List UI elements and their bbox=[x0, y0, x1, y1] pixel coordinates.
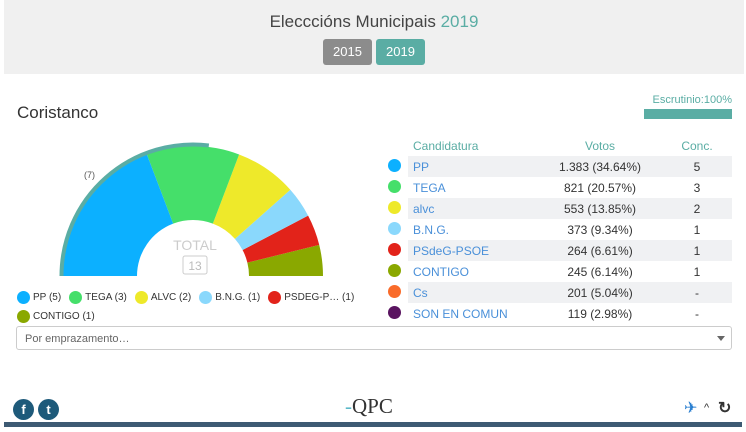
legend-item[interactable]: ALVC (2) bbox=[134, 290, 192, 304]
party-color-dot bbox=[387, 305, 401, 319]
legend-label: PSDEG-P… (1) bbox=[284, 291, 355, 303]
page-title: Elecccións Municipais 2019 bbox=[4, 12, 744, 32]
legend-label: PP (5) bbox=[33, 291, 62, 303]
party-seats: - bbox=[662, 282, 732, 303]
galicia-flag-icon[interactable]: ✈ bbox=[684, 400, 698, 417]
refresh-icon[interactable]: ↻ bbox=[718, 400, 732, 417]
facebook-icon[interactable]: f bbox=[13, 399, 34, 420]
legend-label: TEGA (3) bbox=[85, 291, 127, 303]
table-row: CONTIGO 245 (6.14%) 1 bbox=[380, 261, 732, 282]
party-name[interactable]: PSdeG-PSOE bbox=[408, 240, 538, 261]
party-votes: 1.383 (34.64%) bbox=[538, 156, 662, 177]
seat-segment-contigo[interactable] bbox=[247, 244, 323, 276]
col-seats: Conc. bbox=[681, 139, 713, 153]
party-name[interactable]: TEGA bbox=[408, 177, 538, 198]
legend-dot bbox=[268, 290, 282, 304]
chevron-up-icon[interactable]: ^ bbox=[704, 402, 710, 414]
year-selector: 2015 2019 bbox=[4, 39, 744, 65]
seat-segment-alvc[interactable] bbox=[212, 154, 291, 239]
total-value: 13 bbox=[188, 259, 202, 273]
party-color-dot bbox=[387, 158, 401, 172]
party-seats: 2 bbox=[662, 198, 732, 219]
party-votes: 245 (6.14%) bbox=[538, 261, 662, 282]
party-name[interactable]: alvc bbox=[408, 198, 538, 219]
chevron-down-icon bbox=[717, 336, 725, 341]
legend-item[interactable]: PSDEG-P… (1) bbox=[268, 290, 354, 304]
table-header: Candidatura Votos Conc. bbox=[380, 136, 732, 156]
party-votes: 264 (6.61%) bbox=[538, 240, 662, 261]
table-row: PSdeG-PSOE 264 (6.61%) 1 bbox=[380, 240, 732, 261]
year-button-2015[interactable]: 2015 bbox=[323, 39, 372, 65]
year-button-2019[interactable]: 2019 bbox=[376, 39, 425, 65]
legend-label: B.N.G. (1) bbox=[215, 291, 261, 303]
party-votes: 821 (20.57%) bbox=[538, 177, 662, 198]
party-seats: 5 bbox=[662, 156, 732, 177]
seat-segment-pp[interactable] bbox=[63, 154, 174, 276]
legend-label: ALVC (2) bbox=[150, 291, 192, 303]
party-name[interactable]: CONTIGO bbox=[408, 261, 538, 282]
qpc-logo: -QPC bbox=[345, 394, 393, 418]
legend-label: CONTIGO (1) bbox=[33, 310, 95, 322]
party-color-dot bbox=[387, 179, 401, 193]
scrutiny-progress bbox=[644, 109, 732, 119]
col-party: Candidatura bbox=[413, 139, 479, 153]
party-seats: 1 bbox=[662, 219, 732, 240]
municipality-name: Coristanco bbox=[17, 103, 99, 122]
footer-divider bbox=[4, 422, 742, 427]
legend-dot bbox=[17, 290, 30, 304]
table-row: Cs 201 (5.04%) - bbox=[380, 282, 732, 303]
party-name[interactable]: B.N.G. bbox=[408, 219, 538, 240]
party-color-dot bbox=[387, 200, 401, 214]
table-row: TEGA 821 (20.57%) 3 bbox=[380, 177, 732, 198]
scrutiny-progress-fill bbox=[644, 109, 732, 119]
party-color-dot bbox=[387, 221, 401, 235]
chart-legend: PP (5) TEGA (3) ALVC (2) B.N.G. (1) PSDEG-P…… bbox=[17, 290, 377, 323]
table-row: alvc 553 (13.85%) 2 bbox=[380, 198, 732, 219]
legend-dot bbox=[69, 290, 83, 304]
party-name[interactable]: SON EN COMUN bbox=[408, 303, 538, 324]
legend-item[interactable]: PP (5) bbox=[17, 290, 61, 304]
total-label: TOTAL bbox=[173, 237, 217, 253]
majority-label: (7) bbox=[84, 170, 95, 180]
table-row: SON EN COMUN 119 (2.98%) - bbox=[380, 303, 732, 324]
seat-segment-tega[interactable] bbox=[146, 146, 240, 224]
legend-item[interactable]: TEGA (3) bbox=[69, 290, 127, 304]
legend-item[interactable]: CONTIGO (1) bbox=[17, 309, 95, 323]
party-seats: - bbox=[662, 303, 732, 324]
party-color-dot bbox=[387, 242, 401, 256]
location-select[interactable]: Por emprazamento… bbox=[16, 326, 732, 350]
legend-dot bbox=[17, 309, 30, 323]
legend-dot bbox=[134, 290, 148, 304]
twitter-icon[interactable]: t bbox=[38, 399, 59, 420]
table-row: B.N.G. 373 (9.34%) 1 bbox=[380, 219, 732, 240]
legend-dot bbox=[199, 290, 213, 304]
hemicycle-chart: (7) TOTAL 13 bbox=[59, 142, 323, 277]
party-seats: 3 bbox=[662, 177, 732, 198]
location-select-placeholder: Por emprazamento… bbox=[25, 333, 130, 345]
results-table: Candidatura Votos Conc. PP 1.383 (34.64%)… bbox=[380, 136, 732, 324]
party-color-dot bbox=[387, 263, 401, 277]
party-votes: 201 (5.04%) bbox=[538, 282, 662, 303]
col-votes: Votos bbox=[584, 139, 616, 153]
party-name[interactable]: PP bbox=[408, 156, 538, 177]
party-name[interactable]: Cs bbox=[408, 282, 538, 303]
seat-segment-psdeg-psoe[interactable] bbox=[242, 215, 320, 263]
party-color-dot bbox=[387, 284, 401, 298]
majority-arc bbox=[59, 142, 210, 277]
party-votes: 119 (2.98%) bbox=[538, 303, 662, 324]
seat-segment-b-n-g-[interactable] bbox=[234, 189, 309, 250]
title-text: Elecccións Municipais bbox=[269, 12, 436, 31]
title-year: 2019 bbox=[440, 12, 479, 31]
table-row: PP 1.383 (34.64%) 5 bbox=[380, 156, 732, 177]
party-votes: 373 (9.34%) bbox=[538, 219, 662, 240]
party-votes: 553 (13.85%) bbox=[538, 198, 662, 219]
party-seats: 1 bbox=[662, 261, 732, 282]
total-box bbox=[182, 255, 208, 275]
scrutiny-label: Escrutinio:100% bbox=[652, 94, 733, 106]
header: Elecccións Municipais 2019 2015 2019 bbox=[4, 0, 744, 74]
party-seats: 1 bbox=[662, 240, 732, 261]
legend-item[interactable]: B.N.G. (1) bbox=[199, 290, 260, 304]
